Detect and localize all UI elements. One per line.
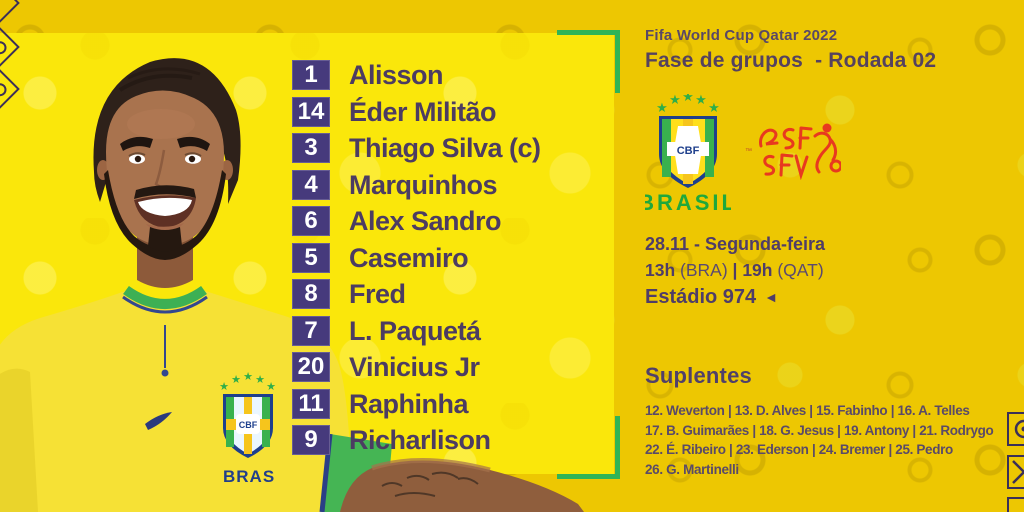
player-name: Vinicius Jr	[349, 352, 480, 382]
player-number: 8	[292, 279, 330, 309]
svg-text:CBF: CBF	[677, 145, 700, 157]
tattoo-detail	[381, 471, 479, 497]
player-number: 4	[292, 169, 330, 200]
substitutes-line: 12. Weverton | 13. D. Alves | 15. Fabinh…	[645, 403, 970, 418]
match-date: 28.11 - Segunda-feira	[645, 234, 826, 254]
svg-text:CBF: CBF	[239, 420, 258, 430]
lineup-row: 1 Alisson	[283, 60, 541, 90]
team-badges: ★ ★ ★ ★ ★ CBF BRASIL ™	[645, 94, 841, 216]
lineup-row: 9 Richarlison	[283, 425, 541, 455]
trademark-symbol: ™	[745, 148, 752, 155]
svg-text:BRASIL: BRASIL	[645, 190, 731, 215]
player-number: 7	[292, 315, 330, 346]
pitch-cross-square-icon	[1007, 455, 1024, 489]
corner-bracket-top-icon	[557, 30, 620, 93]
lineup-row: 8 Fred	[283, 279, 541, 309]
svg-text:★: ★	[266, 381, 276, 393]
lineup-row: 7 L. Paquetá	[283, 315, 541, 346]
swoosh-icon	[145, 412, 172, 430]
player-photo: ★ ★ ★ ★ ★ CBF BRAS	[0, 58, 584, 512]
player-name: Raphinha	[349, 388, 469, 419]
left-triangle-marker-icon: ◄	[764, 289, 779, 305]
title-block: Fifa World Cup Qatar 2022 Fase de grupos…	[645, 27, 936, 73]
match-info: 28.11 - Segunda-feira 13h (BRA) | 19h (Q…	[645, 231, 825, 311]
lineup-row: 3 Thiago Silva (c)	[283, 133, 541, 163]
player-number: 6	[292, 206, 330, 236]
player-name: Richarlison	[349, 425, 491, 455]
sfv-switzerland-logo-icon	[759, 123, 841, 180]
lineup-list: 1 Alisson 14 Éder Militão 3 Thiago Silva…	[283, 60, 541, 462]
substitutes-line: 22. É. Ribeiro | 23. Ederson | 24. Breme…	[645, 442, 953, 457]
player-name: Alex Sandro	[349, 206, 502, 236]
player-number: 9	[292, 425, 330, 455]
player-number: 1	[292, 60, 330, 90]
svg-text:BRAS: BRAS	[223, 467, 275, 486]
player-number: 5	[292, 242, 330, 273]
player-number: 14	[292, 96, 330, 127]
player-head	[93, 58, 241, 260]
stage-round-title: Fase de grupos - Rodada 02	[645, 49, 937, 72]
corner-bracket-bottom-icon	[557, 416, 620, 479]
svg-text:★: ★	[231, 374, 241, 386]
player-name: Marquinhos	[349, 169, 498, 200]
lineup-row: 20 Vinicius Jr	[283, 352, 541, 382]
player-name: L. Paquetá	[349, 315, 481, 346]
player-name: Éder Militão	[349, 96, 497, 127]
substitutes-line: 26. G. Martinelli	[645, 461, 739, 477]
substitutes-line: 17. B. Guimarães | 18. G. Jesus | 19. An…	[645, 422, 994, 438]
substitutes-title: Suplentes	[645, 363, 752, 388]
svg-text:★: ★	[695, 94, 707, 107]
svg-text:★: ★	[669, 94, 681, 107]
substitutes-section: Suplentes 12. Weverton | 13. D. Alves | …	[645, 363, 994, 479]
cbf-crest-icon: ★ ★ ★ ★ ★ CBF BRASIL	[645, 94, 731, 215]
tournament-title: Fifa World Cup Qatar 2022	[645, 27, 838, 44]
lineup-row: 6 Alex Sandro	[283, 206, 541, 236]
svg-text:★: ★	[708, 100, 720, 115]
player-name: Fred	[349, 279, 406, 309]
player-name: Casemiro	[349, 242, 469, 273]
whistle-square-icon	[1007, 497, 1024, 512]
player-number: 11	[292, 388, 330, 419]
player-name: Thiago Silva (c)	[349, 133, 541, 163]
player-number: 20	[292, 352, 330, 382]
svg-text:★: ★	[656, 100, 668, 115]
player-name: Alisson	[349, 60, 444, 90]
lineup-row: 5 Casemiro	[283, 242, 541, 273]
match-times: 13h (BRA) | 19h (QAT)	[645, 260, 824, 280]
lineup-row: 14 Éder Militão	[283, 96, 541, 127]
svg-text:★: ★	[255, 374, 265, 386]
frame-diamond-icon	[0, 0, 20, 23]
stadium-name: Estádio 974 ◄	[645, 283, 825, 311]
svg-text:★: ★	[243, 371, 253, 383]
player-number: 3	[292, 133, 330, 163]
substitutes-list: 12. Weverton | 13. D. Alves | 15. Fabinh…	[645, 401, 994, 479]
lineup-row: 11 Raphinha	[283, 388, 541, 419]
jersey-crest: ★ ★ ★ ★ ★ CBF BRAS	[219, 371, 276, 486]
lineup-row: 4 Marquinhos	[283, 169, 541, 200]
target-square-icon	[1007, 412, 1024, 446]
svg-text:★: ★	[219, 381, 229, 393]
svg-text:★: ★	[682, 94, 694, 104]
